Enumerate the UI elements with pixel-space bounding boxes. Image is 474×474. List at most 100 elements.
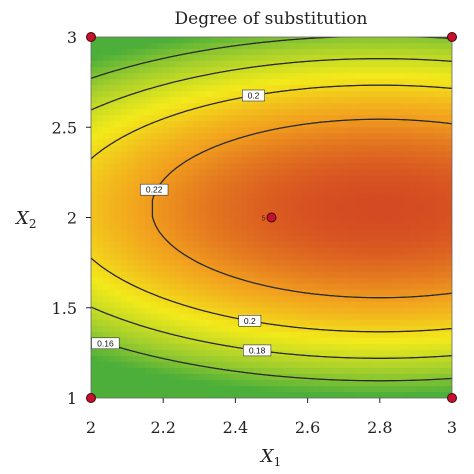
heat-cell	[403, 91, 411, 98]
heat-cell	[217, 157, 224, 164]
heat-cell	[277, 337, 285, 345]
heat-cell	[343, 127, 351, 134]
heat-cell	[145, 325, 152, 333]
heat-cell	[403, 139, 411, 146]
heat-cell	[367, 175, 375, 182]
heat-cell	[427, 283, 435, 291]
heat-cell	[433, 361, 441, 369]
heat-cell	[421, 307, 429, 315]
heat-cell	[283, 313, 291, 321]
heat-cell	[175, 301, 182, 309]
heat-cell	[193, 265, 200, 273]
heat-cell	[211, 97, 218, 104]
heat-cell	[187, 157, 194, 164]
heat-cell	[391, 97, 399, 104]
heat-cell	[385, 103, 393, 110]
heat-cell	[349, 241, 357, 249]
heat-cell	[361, 163, 369, 170]
heat-cell	[211, 145, 218, 152]
heat-cell	[373, 253, 381, 261]
heat-cell	[301, 229, 309, 237]
contour-lines	[91, 37, 452, 382]
x-tick-label: 2.4	[223, 418, 248, 437]
heat-cell	[127, 43, 134, 50]
heat-cell	[271, 199, 279, 207]
heat-cell	[103, 391, 110, 398]
heat-cell	[169, 325, 176, 333]
heat-cell	[331, 241, 339, 249]
heat-cell	[97, 277, 104, 285]
heat-cell	[253, 265, 261, 273]
heat-cell	[361, 325, 369, 333]
heat-cell	[319, 355, 327, 363]
heat-cell	[169, 199, 176, 207]
heat-cell	[139, 319, 146, 327]
heat-cell	[157, 73, 164, 80]
heat-cell	[259, 79, 267, 86]
heat-cell	[115, 199, 122, 207]
heat-cell	[439, 229, 447, 237]
heat-cell	[235, 265, 243, 273]
heat-cell	[139, 241, 146, 249]
heat-cell	[217, 133, 224, 140]
heat-cell	[319, 223, 327, 231]
heat-cell	[115, 85, 122, 92]
heat-cell	[199, 277, 206, 285]
heat-cell	[445, 109, 452, 116]
heat-cell	[127, 295, 134, 303]
heat-cell	[217, 301, 224, 309]
heat-cell	[385, 223, 393, 231]
heat-cell	[355, 367, 363, 375]
heat-cell	[139, 133, 146, 140]
heat-cell	[403, 175, 411, 182]
heat-cell	[223, 367, 230, 375]
heat-cell	[331, 49, 339, 56]
heat-cell	[247, 181, 255, 189]
heat-cell	[433, 163, 441, 170]
heat-cell	[331, 343, 339, 351]
heat-cell	[295, 325, 303, 333]
heat-cell	[373, 187, 381, 195]
heat-cell	[211, 205, 218, 213]
heat-cell	[331, 223, 339, 231]
heat-cell	[391, 325, 399, 333]
heat-cell	[157, 295, 164, 303]
heat-cell	[319, 259, 327, 267]
heat-cell	[115, 157, 122, 164]
heat-cell	[355, 253, 363, 261]
heat-cell	[349, 223, 357, 231]
heat-cell	[289, 247, 297, 255]
heat-cell	[379, 337, 387, 345]
heat-cell	[433, 193, 441, 201]
heat-cell	[343, 67, 351, 74]
heat-cell	[157, 85, 164, 92]
heat-cell	[271, 193, 279, 201]
heat-cell	[439, 283, 447, 291]
heat-cell	[421, 235, 429, 243]
heat-cell	[415, 163, 423, 170]
heat-cell	[295, 139, 303, 146]
heat-cell	[91, 313, 98, 321]
heat-cell	[271, 37, 279, 44]
heat-cell	[391, 133, 399, 140]
heat-cell	[313, 373, 321, 381]
heat-cell	[301, 181, 309, 189]
heat-cell	[121, 181, 128, 189]
heat-cell	[247, 229, 255, 237]
heat-cell	[139, 379, 146, 387]
heat-cell	[409, 223, 417, 231]
heat-cell	[283, 169, 291, 176]
heat-cell	[313, 271, 321, 279]
heat-cell	[133, 121, 140, 128]
heat-cell	[109, 55, 116, 62]
heat-cell	[319, 361, 327, 369]
heat-cell	[349, 373, 357, 381]
heat-cell	[283, 277, 291, 285]
heat-cell	[145, 343, 152, 351]
heat-cell	[331, 133, 339, 140]
heat-cell	[307, 361, 315, 369]
heat-cell	[403, 385, 411, 393]
heat-cell	[319, 139, 327, 146]
heat-cell	[325, 127, 333, 134]
heat-cell	[259, 259, 267, 267]
